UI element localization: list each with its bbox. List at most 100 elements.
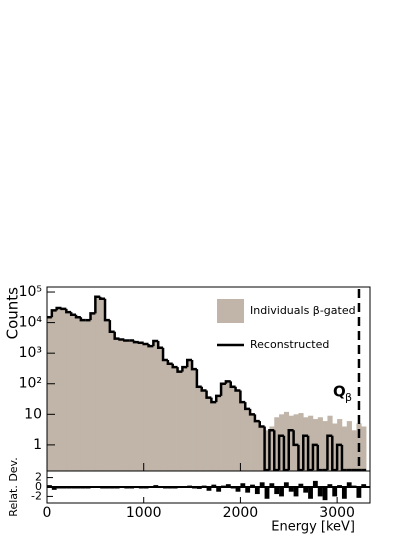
histogram-step xyxy=(171,363,178,369)
histogram-bar xyxy=(95,296,101,471)
legend-label: Individuals β-gated xyxy=(250,304,356,317)
histogram-bar xyxy=(288,415,294,471)
histogram-bar xyxy=(327,415,333,471)
histogram-bar xyxy=(274,417,280,471)
residual-bar xyxy=(332,487,338,497)
y-tick-label: 1 xyxy=(33,437,42,453)
histogram-step xyxy=(234,386,241,392)
histogram-step xyxy=(60,307,67,311)
histogram-step xyxy=(176,367,183,373)
residual-bar xyxy=(317,487,323,497)
residual-bar xyxy=(259,482,265,487)
histogram-bar xyxy=(283,411,290,471)
histogram-step xyxy=(152,339,159,347)
histogram-bar xyxy=(225,381,232,471)
histogram-bar xyxy=(105,320,111,471)
y-tick-label: 10 xyxy=(24,406,42,422)
residual-bar xyxy=(298,483,304,487)
histogram-step xyxy=(79,317,86,322)
residual-bar xyxy=(283,482,289,487)
residual-bar xyxy=(187,485,193,488)
residual-bar xyxy=(47,485,52,487)
residual-bar xyxy=(312,480,318,487)
histogram-step xyxy=(248,408,255,416)
histogram-step xyxy=(132,340,139,344)
histogram-step xyxy=(200,386,207,392)
histogram-bar xyxy=(361,426,367,471)
histogram-step xyxy=(195,369,202,388)
histogram-step xyxy=(89,312,96,321)
residual-bar xyxy=(196,487,202,489)
residual-bar xyxy=(279,487,284,497)
residual-bar xyxy=(158,486,164,489)
histogram-bar xyxy=(196,386,203,471)
histogram-bar xyxy=(61,308,67,471)
histogram-step xyxy=(156,341,164,350)
histogram-step xyxy=(50,309,57,318)
histogram-step xyxy=(340,444,347,472)
histogram-bar xyxy=(332,423,338,471)
residual-bar xyxy=(221,485,226,488)
x-tick-label: 0 xyxy=(43,505,52,521)
histogram-bar xyxy=(293,414,299,471)
residual-bar xyxy=(216,487,222,492)
residual-bar xyxy=(192,487,197,489)
histogram-bar xyxy=(250,414,256,471)
residual-bar xyxy=(56,487,62,489)
histogram-step xyxy=(147,343,154,348)
histogram-step xyxy=(302,434,309,471)
legend-label: Reconstructed xyxy=(250,338,329,351)
residual-bar xyxy=(177,486,183,489)
residual-bar xyxy=(211,484,217,487)
histogram-bar xyxy=(346,421,352,471)
histogram-bar xyxy=(259,426,265,471)
histogram-step xyxy=(205,390,212,399)
residual-bar xyxy=(327,484,333,487)
q-value-label: Q xyxy=(333,383,346,401)
residual-bar xyxy=(230,487,236,489)
histogram-step xyxy=(229,381,236,388)
residual-bar xyxy=(201,485,207,488)
residual-bar xyxy=(356,487,362,498)
histogram-step xyxy=(292,430,299,447)
residual-bar xyxy=(114,487,120,489)
residual-bar xyxy=(124,487,130,489)
histogram-bar xyxy=(76,317,82,471)
histogram-step xyxy=(239,390,246,404)
x-tick-label: 2000 xyxy=(223,505,259,521)
residual-bar xyxy=(100,487,106,489)
histogram-step xyxy=(103,298,110,322)
histogram-bar xyxy=(134,342,140,471)
histogram-bar xyxy=(240,402,246,471)
histogram-step xyxy=(161,347,168,362)
histogram-bar xyxy=(298,413,304,471)
residual-bar xyxy=(346,482,352,487)
histogram-step xyxy=(335,443,342,471)
histogram-bar xyxy=(148,346,154,471)
residual-bar xyxy=(206,487,212,491)
histogram-step xyxy=(258,421,265,428)
histogram-bar xyxy=(85,320,91,471)
residual-bar xyxy=(225,484,231,487)
residual-bar xyxy=(361,484,367,487)
histogram-step xyxy=(108,320,115,334)
residual-bar xyxy=(245,487,251,493)
residual-bar xyxy=(167,487,173,489)
histogram-bar xyxy=(279,414,285,471)
residual-bar xyxy=(109,487,115,489)
histogram-bar xyxy=(71,314,77,471)
histogram-bar xyxy=(317,417,323,471)
histogram-step xyxy=(243,402,251,411)
residual-bar xyxy=(172,487,178,489)
residual-bar xyxy=(250,484,255,487)
histogram-bar xyxy=(182,367,188,471)
y-tick-label: 10³ xyxy=(19,345,42,361)
histogram-step xyxy=(282,435,289,472)
histogram-step xyxy=(118,338,125,341)
histogram-step xyxy=(69,312,77,317)
histogram-step xyxy=(214,394,222,403)
residual-bar xyxy=(240,483,246,487)
histogram-bar xyxy=(230,386,236,471)
histogram-bar xyxy=(119,339,125,471)
histogram-bar xyxy=(114,338,120,471)
